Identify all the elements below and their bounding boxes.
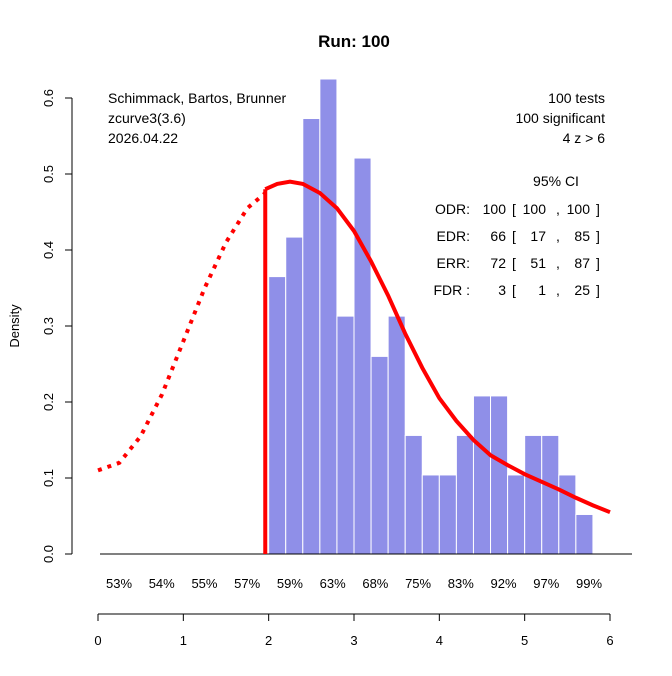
histogram-bar (524, 434, 543, 555)
bracket-close: ] (596, 201, 600, 217)
dotted-density-curve (97, 191, 267, 473)
power-label: 53% (106, 576, 132, 591)
histogram-bar (490, 395, 509, 555)
comma: , (556, 255, 560, 271)
power-label: 92% (491, 576, 517, 591)
solid-density-curve (264, 179, 611, 515)
y-axis-label: Density (7, 304, 22, 348)
annotation-left: Schimmack, Bartos, Brunner (108, 90, 287, 106)
histogram-bar (558, 474, 577, 555)
ci-header: 95% CI (533, 173, 579, 189)
stat-name: ODR: (435, 201, 470, 217)
bracket-open: [ (512, 201, 516, 217)
stat-name: EDR: (437, 228, 470, 244)
annotation-right: 100 tests (548, 90, 605, 106)
histogram-bar (455, 434, 474, 555)
stat-ci-high: 87 (574, 255, 590, 271)
power-label: 75% (405, 576, 431, 591)
bracket-close: ] (596, 255, 600, 271)
annotation-left: zcurve3(3.6) (108, 110, 186, 126)
y-tick-label: 0.4 (41, 241, 56, 259)
histogram-bar (353, 157, 372, 555)
x-tick-label: 2 (265, 633, 272, 648)
y-tick-label: 0.6 (41, 89, 56, 107)
histogram-bar (336, 315, 355, 555)
annotation-left: 2026.04.22 (108, 130, 178, 146)
power-label: 55% (191, 576, 217, 591)
stat-ci-high: 25 (574, 282, 590, 298)
annotation-right: 4 z > 6 (563, 130, 606, 146)
x-tick-label: 4 (436, 633, 443, 648)
stat-estimate: 66 (490, 228, 506, 244)
stat-ci-low: 100 (523, 201, 547, 217)
x-tick-label: 1 (180, 633, 187, 648)
histogram-bar (507, 474, 526, 555)
histogram-bar (319, 78, 338, 555)
comma: , (556, 282, 560, 298)
power-label: 63% (320, 576, 346, 591)
stat-estimate: 3 (498, 282, 506, 298)
y-tick-label: 0.5 (41, 165, 56, 183)
stat-name: FDR : (433, 282, 470, 298)
density-curves (97, 179, 611, 554)
x-tick-label: 5 (521, 633, 528, 648)
stat-ci-low: 51 (530, 255, 546, 271)
power-label: 99% (576, 576, 602, 591)
power-label: 59% (277, 576, 303, 591)
stat-ci-low: 17 (530, 228, 546, 244)
stat-name: ERR: (437, 255, 470, 271)
x-tick-label: 0 (94, 633, 101, 648)
histogram-bar (268, 276, 287, 555)
annotations: Schimmack, Bartos, Brunner zcurve3(3.6) 20… (108, 90, 605, 298)
stat-ci-high: 85 (574, 228, 590, 244)
comma: , (556, 228, 560, 244)
bracket-close: ] (596, 282, 600, 298)
power-label: 83% (448, 576, 474, 591)
y-tick-label: 0.3 (41, 317, 56, 335)
stat-estimate: 100 (483, 201, 507, 217)
bracket-open: [ (512, 282, 516, 298)
stat-ci-low: 1 (538, 282, 546, 298)
bracket-open: [ (512, 255, 516, 271)
histogram-bars (268, 78, 594, 555)
histogram-bar (421, 474, 440, 555)
histogram-bar (404, 434, 423, 555)
histogram-bar (472, 395, 492, 555)
chart-title: Run: 100 (318, 32, 390, 51)
bracket-open: [ (512, 228, 516, 244)
y-tick-label: 0.0 (41, 545, 56, 563)
y-tick-label: 0.1 (41, 469, 56, 487)
annotation-right: 100 significant (515, 110, 605, 126)
bracket-close: ] (596, 228, 600, 244)
axes: 0.0 0.1 0.2 0.3 0.4 0.5 0.6 0 1 2 3 4 5 6 53% 54% 55% 57%… (41, 89, 632, 648)
stat-ci-high: 100 (567, 201, 591, 217)
power-label: 68% (362, 576, 388, 591)
histogram-bar (438, 474, 457, 555)
power-label: 54% (149, 576, 175, 591)
stat-estimate: 72 (490, 255, 506, 271)
histogram-bar (387, 315, 406, 555)
histogram-bar (285, 236, 304, 555)
power-label: 57% (234, 576, 260, 591)
histogram-bar (370, 355, 389, 555)
x-tick-label: 3 (350, 633, 357, 648)
y-tick-label: 0.2 (41, 393, 56, 411)
histogram-bar (541, 434, 560, 555)
histogram-bar (575, 513, 594, 555)
x-tick-label: 6 (606, 633, 613, 648)
comma: , (556, 201, 560, 217)
power-label: 97% (533, 576, 559, 591)
